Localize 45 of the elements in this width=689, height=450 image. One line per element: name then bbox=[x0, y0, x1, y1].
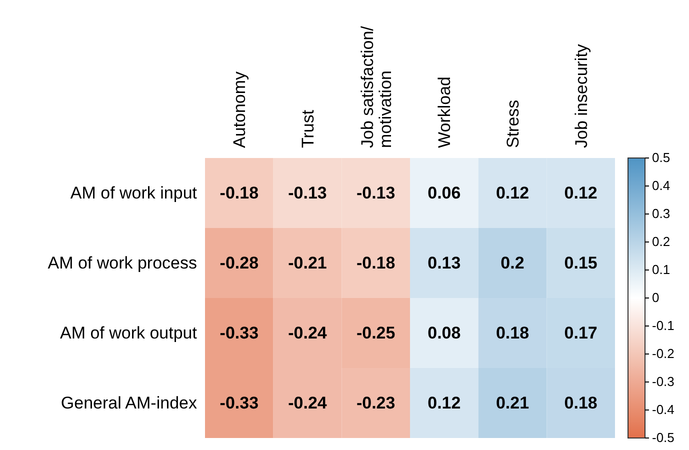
y-tick-label: AM of work input bbox=[70, 184, 198, 202]
color-bar-label: 0.2 bbox=[652, 234, 670, 250]
color-bar-label: -0.2 bbox=[652, 346, 674, 362]
x-tick-label: Workload bbox=[435, 76, 454, 148]
y-tick-label: AM of work output bbox=[60, 324, 198, 342]
data-label: 0.08 bbox=[428, 324, 461, 342]
color-bar-label: -0.3 bbox=[652, 374, 674, 390]
data-label: -0.23 bbox=[356, 394, 396, 412]
y-tick-label: AM of work process bbox=[48, 254, 197, 272]
data-label: 0.15 bbox=[564, 254, 598, 272]
color-bar-label: -0.5 bbox=[652, 430, 674, 446]
data-label: -0.18 bbox=[220, 184, 259, 202]
data-label: -0.18 bbox=[356, 254, 396, 272]
x-tick-label: Trust bbox=[298, 110, 318, 148]
data-label: 0.06 bbox=[428, 184, 461, 202]
data-label: 0.12 bbox=[564, 184, 598, 202]
data-label: -0.33 bbox=[220, 324, 259, 342]
color-bar-label: -0.4 bbox=[652, 402, 674, 418]
data-label: -0.24 bbox=[288, 324, 328, 342]
data-label: 0.21 bbox=[496, 394, 530, 412]
color-bar-label: 0.1 bbox=[652, 262, 670, 278]
x-tick-label: Stress bbox=[504, 100, 522, 148]
color-bar-label: 0.3 bbox=[652, 206, 670, 222]
color-bar-label: 0 bbox=[652, 290, 660, 306]
color-bar-label: 0.5 bbox=[652, 150, 670, 166]
data-label: -0.13 bbox=[356, 184, 396, 202]
data-label: 0.18 bbox=[496, 324, 530, 342]
x-tick-label: Autonomy bbox=[230, 70, 250, 148]
data-label: -0.28 bbox=[220, 254, 259, 272]
color-bar-label: -0.1 bbox=[652, 318, 674, 334]
data-label: -0.33 bbox=[220, 394, 259, 412]
y-tick-label: General AM-index bbox=[60, 394, 198, 412]
data-label: 0.13 bbox=[428, 254, 461, 272]
data-label: -0.25 bbox=[356, 324, 396, 342]
data-label: 0.2 bbox=[500, 254, 524, 272]
x-tick-label: Job insecurity bbox=[572, 44, 591, 148]
data-label: 0.12 bbox=[428, 394, 461, 412]
data-label: 0.18 bbox=[564, 394, 598, 412]
data-label: 0.12 bbox=[496, 184, 530, 202]
data-label: 0.17 bbox=[564, 324, 598, 342]
color-bar-label: 0.4 bbox=[652, 178, 670, 194]
data-label: -0.24 bbox=[288, 394, 328, 412]
data-label: -0.21 bbox=[288, 254, 327, 272]
x-tick-label: Job satisfaction/motivation bbox=[358, 26, 395, 148]
data-label: -0.13 bbox=[288, 184, 327, 202]
